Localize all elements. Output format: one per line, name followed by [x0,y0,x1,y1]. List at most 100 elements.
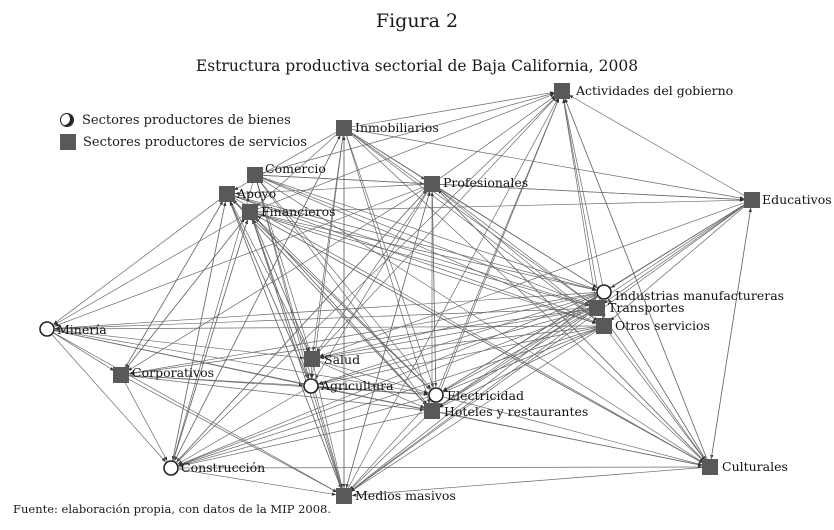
edge-otros-to-electricidad [443,328,597,393]
edge-construccion-to-profesionales [176,189,427,463]
legend-goods-label: Sectores productores de bienes [82,112,291,128]
edge-industrias-to-construccion [178,294,597,466]
edge-comercio-to-construccion [172,182,254,461]
services-node-square-icon [744,192,760,208]
edge-transportes-to-actividades [562,98,597,301]
edge-electricidad-to-apoyo [232,199,431,390]
services-node-square-icon [242,204,258,220]
services-node-square-icon [247,167,263,183]
edge-inmobiliarios-to-educativos [351,129,745,200]
edge-culturales-to-financieros [256,215,704,464]
edge-hoteles-to-apoyo [232,199,427,406]
edge-mineria-to-corporativos [53,332,115,372]
edge-transportes-to-medios [350,312,591,492]
edge-transportes-to-mineria [54,307,590,331]
edges-group [52,91,752,497]
edge-comercio-to-hoteles [259,181,428,405]
services-node-square-icon [589,300,605,316]
edge-apoyo-to-otros [234,196,597,324]
node-label-mineria: Minería [57,322,107,337]
edge-hoteles-to-medios [349,416,427,491]
edge-otros-to-medios [350,330,598,492]
edge-educativos-to-salud [319,202,745,357]
edge-educativos-to-transportes [603,204,746,304]
node-label-culturales: Culturales [722,459,788,474]
services-square-icon [60,134,76,150]
edge-profesionales-to-transportes [438,188,591,304]
edge-hoteles-to-construccion [178,412,425,468]
services-node-square-icon [424,403,440,419]
node-comercio: Comercio [247,161,326,183]
node-agricultura: Agricultura [303,378,394,394]
services-node-square-icon [424,176,440,192]
edge-salud-to-actividades [317,96,557,354]
edge-hoteles-to-actividades [434,98,560,404]
edge-educativos-to-medios [350,204,746,492]
goods-node-circle-icon [163,460,179,476]
figure-label: Figura 2 [375,10,459,32]
edge-otros-to-mineria [54,325,597,331]
node-educativos: Educativos [744,192,832,208]
goods-node-circle-icon [39,321,55,337]
legend-services: Sectores productores de servicios [60,131,307,153]
legend-services-label: Sectores productores de servicios [83,134,307,150]
edge-agricultura-to-financieros [252,219,309,379]
edge-culturales-to-industrias [607,298,707,461]
goods-circle-icon [60,113,74,127]
edge-corporativos-to-electricidad [128,375,429,396]
edge-apoyo-to-transportes [234,196,590,306]
edge-profesionales-to-educativos [439,184,745,202]
edge-mineria-to-salud [54,329,305,360]
edge-comercio-to-salud [257,182,310,352]
edge-transportes-to-culturales [601,314,706,461]
edge-construccion-to-culturales [178,465,703,469]
edge-corporativos-to-construccion [124,381,168,462]
edge-medios-to-profesionales [345,191,431,489]
edge-corporativos-to-medios [127,378,338,493]
edge-corporativos-to-financieros [125,218,246,369]
edge-construccion-to-inmobiliarios [174,134,341,462]
edge-inmobiliarios-to-salud [312,135,344,352]
edge-transportes-to-construccion [178,310,590,466]
edge-inmobiliarios-to-agricultura [310,135,344,379]
node-mineria: Minería [39,321,107,337]
edge-medios-to-actividades [347,97,559,490]
node-label-electricidad: Electricidad [447,388,524,403]
node-salud: Salud [304,351,360,367]
edge-financieros-to-transportes [257,213,590,307]
edge-agricultura-to-apoyo [229,201,309,379]
edge-medios-to-apoyo [229,201,342,489]
node-financieros: Financieros [242,204,336,220]
edge-hoteles-to-culturales [439,412,703,467]
edge-electricidad-to-actividades [438,98,560,388]
node-culturales: Culturales [702,459,788,475]
node-inmobiliarios: Inmobiliarios [336,120,439,136]
edge-culturales-to-educativos [710,207,752,460]
edge-financieros-to-industrias [257,213,597,291]
edge-culturales-to-medios [351,467,703,497]
node-label-medios: Medios masivos [355,488,456,503]
edge-educativos-to-otros [609,204,747,322]
source-note: Fuente: elaboración propia, con datos de… [13,502,332,516]
edge-apoyo-to-mineria [53,198,221,325]
edge-otros-to-culturales [608,332,706,461]
edge-financieros-to-otros [257,214,597,324]
edge-corporativos-to-hoteles [128,375,425,412]
node-transportes: Transportes [589,300,685,316]
edge-comercio-to-transportes [262,177,590,306]
edge-inmobiliarios-to-actividades [351,91,555,128]
node-hoteles: Hoteles y restaurantes [424,403,588,419]
goods-node-circle-icon [428,387,444,403]
edge-otros-to-construccion [178,328,597,466]
node-label-industrias: Industrias manufactureras [615,288,784,303]
services-node-square-icon [336,120,352,136]
edge-industrias-to-corporativos [128,293,597,375]
figure-title: Estructura productiva sectorial de Baja … [195,57,639,75]
node-corporativos: Corporativos [113,365,214,383]
edge-construccion-to-medios [178,468,337,496]
edge-construccion-to-apoyo [172,201,227,461]
edge-salud-to-financieros [252,219,310,352]
node-label-construccion: Construcción [181,460,265,475]
edge-comercio-to-otros [262,177,597,324]
node-label-salud: Salud [324,352,360,367]
